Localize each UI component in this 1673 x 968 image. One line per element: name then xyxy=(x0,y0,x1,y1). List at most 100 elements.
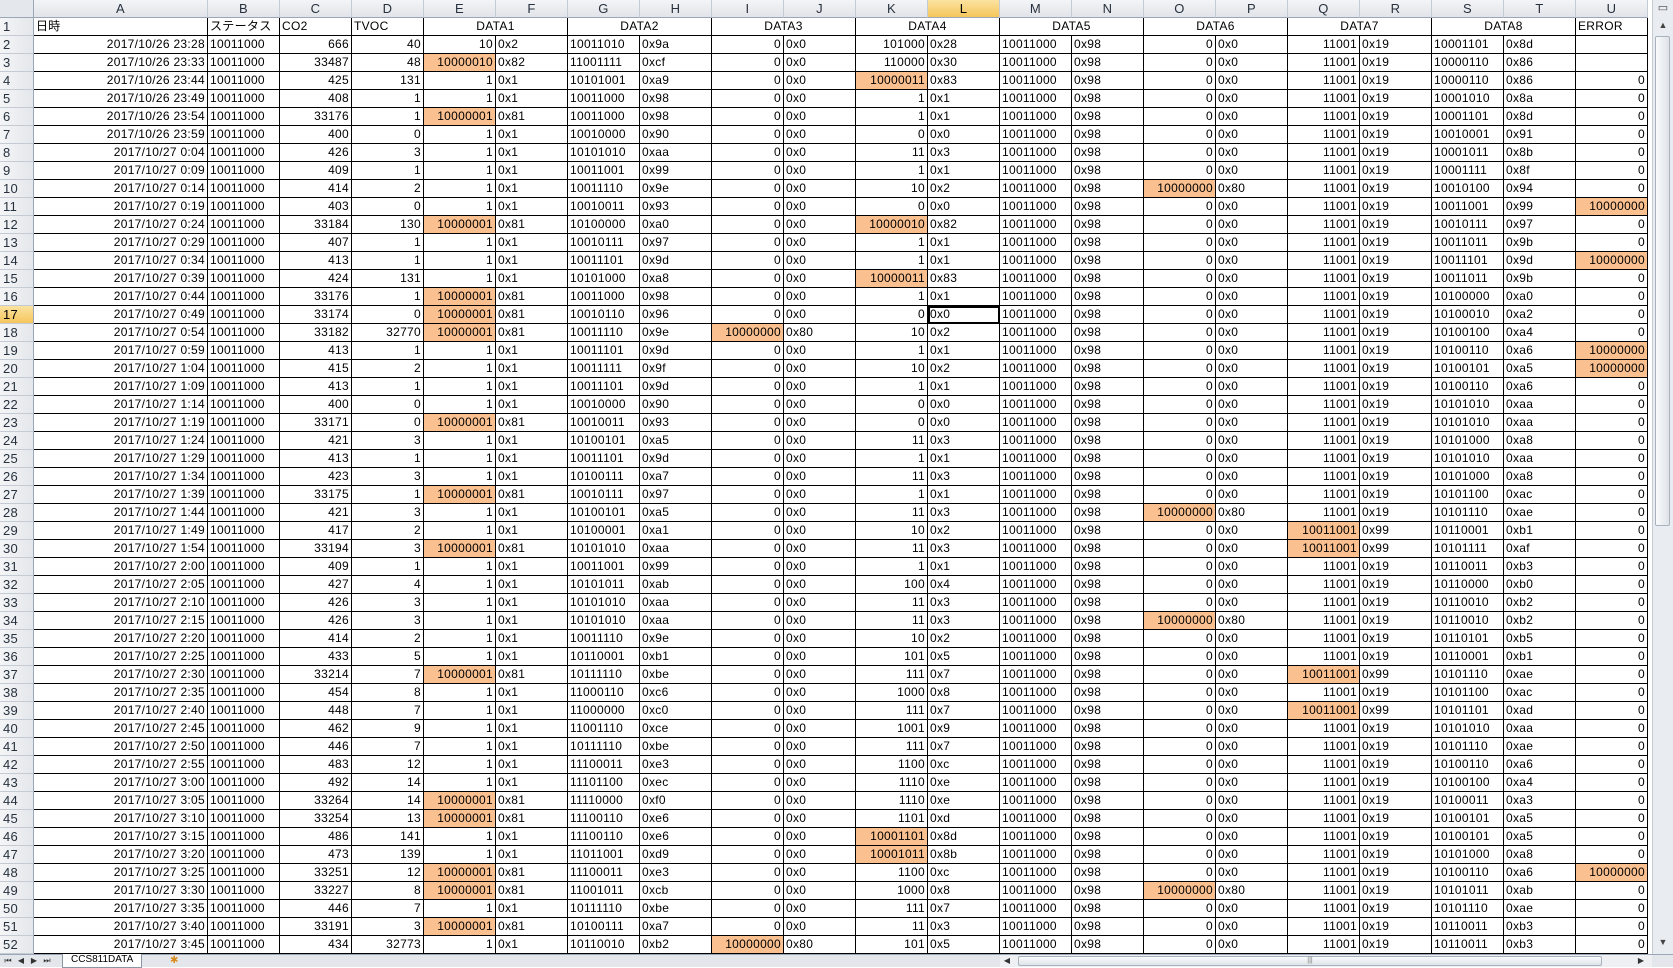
cell-i38[interactable]: 0 xyxy=(712,684,784,702)
row-header-7[interactable]: 7 xyxy=(0,126,34,144)
cell-j26[interactable]: 0x0 xyxy=(784,468,856,486)
cell-m17[interactable]: 10011000 xyxy=(1000,306,1072,324)
cell-e14[interactable]: 1 xyxy=(424,252,496,270)
cell-j38[interactable]: 0x0 xyxy=(784,684,856,702)
cell-i31[interactable]: 0 xyxy=(712,558,784,576)
cell-a46[interactable]: 2017/10/27 3:15 xyxy=(34,828,208,846)
cell-e47[interactable]: 1 xyxy=(424,846,496,864)
cell-m39[interactable]: 10011000 xyxy=(1000,702,1072,720)
cell-m30[interactable]: 10011000 xyxy=(1000,540,1072,558)
cell-p18[interactable]: 0x0 xyxy=(1216,324,1288,342)
cell-r14[interactable]: 0x19 xyxy=(1360,252,1432,270)
cell-k41[interactable]: 111 xyxy=(856,738,928,756)
cell-a32[interactable]: 2017/10/27 2:05 xyxy=(34,576,208,594)
cell-a30[interactable]: 2017/10/27 1:54 xyxy=(34,540,208,558)
cell-j16[interactable]: 0x0 xyxy=(784,288,856,306)
cell-e49[interactable]: 10000001 xyxy=(424,882,496,900)
cell-a5[interactable]: 2017/10/26 23:49 xyxy=(34,90,208,108)
cell-g10[interactable]: 10011110 xyxy=(568,180,640,198)
header-cell[interactable]: DATA8 xyxy=(1432,18,1576,36)
cell-r9[interactable]: 0x19 xyxy=(1360,162,1432,180)
cell-k6[interactable]: 1 xyxy=(856,108,928,126)
cell-k45[interactable]: 1101 xyxy=(856,810,928,828)
row-header-29[interactable]: 29 xyxy=(0,522,34,540)
cell-c41[interactable]: 446 xyxy=(280,738,352,756)
cell-a2[interactable]: 2017/10/26 23:28 xyxy=(34,36,208,54)
cell-t16[interactable]: 0xa0 xyxy=(1504,288,1576,306)
cell-r32[interactable]: 0x19 xyxy=(1360,576,1432,594)
row-header-46[interactable]: 46 xyxy=(0,828,34,846)
cell-l21[interactable]: 0x1 xyxy=(928,378,1000,396)
cell-k47[interactable]: 10001011 xyxy=(856,846,928,864)
cell-o32[interactable]: 0 xyxy=(1144,576,1216,594)
column-header-q[interactable]: Q xyxy=(1288,0,1360,18)
cell-d42[interactable]: 12 xyxy=(352,756,424,774)
column-header-t[interactable]: T xyxy=(1504,0,1576,18)
cell-s38[interactable]: 10101100 xyxy=(1432,684,1504,702)
cell-l41[interactable]: 0x7 xyxy=(928,738,1000,756)
cell-p30[interactable]: 0x0 xyxy=(1216,540,1288,558)
cell-o43[interactable]: 0 xyxy=(1144,774,1216,792)
cell-b12[interactable]: 10011000 xyxy=(208,216,280,234)
cell-h32[interactable]: 0xab xyxy=(640,576,712,594)
cell-k38[interactable]: 1000 xyxy=(856,684,928,702)
cell-i39[interactable]: 0 xyxy=(712,702,784,720)
cell-a41[interactable]: 2017/10/27 2:50 xyxy=(34,738,208,756)
cell-t28[interactable]: 0xae xyxy=(1504,504,1576,522)
cell-g40[interactable]: 11001110 xyxy=(568,720,640,738)
cell-h14[interactable]: 0x9d xyxy=(640,252,712,270)
cell-g35[interactable]: 10011110 xyxy=(568,630,640,648)
cell-f16[interactable]: 0x81 xyxy=(496,288,568,306)
cell-p42[interactable]: 0x0 xyxy=(1216,756,1288,774)
cell-s37[interactable]: 10101110 xyxy=(1432,666,1504,684)
cell-o50[interactable]: 0 xyxy=(1144,900,1216,918)
cell-j10[interactable]: 0x0 xyxy=(784,180,856,198)
cell-q35[interactable]: 11001 xyxy=(1288,630,1360,648)
cell-p29[interactable]: 0x0 xyxy=(1216,522,1288,540)
cell-k25[interactable]: 1 xyxy=(856,450,928,468)
cell-m2[interactable]: 10011000 xyxy=(1000,36,1072,54)
cell-s46[interactable]: 10100101 xyxy=(1432,828,1504,846)
cell-h16[interactable]: 0x98 xyxy=(640,288,712,306)
cell-a38[interactable]: 2017/10/27 2:35 xyxy=(34,684,208,702)
cell-n12[interactable]: 0x98 xyxy=(1072,216,1144,234)
cell-l31[interactable]: 0x1 xyxy=(928,558,1000,576)
cell-h6[interactable]: 0x98 xyxy=(640,108,712,126)
cell-q13[interactable]: 11001 xyxy=(1288,234,1360,252)
cell-m11[interactable]: 10011000 xyxy=(1000,198,1072,216)
cell-q37[interactable]: 10011001 xyxy=(1288,666,1360,684)
cell-j27[interactable]: 0x0 xyxy=(784,486,856,504)
cell-u25[interactable]: 0 xyxy=(1576,450,1648,468)
cell-n34[interactable]: 0x98 xyxy=(1072,612,1144,630)
row-header-28[interactable]: 28 xyxy=(0,504,34,522)
cell-p51[interactable]: 0x0 xyxy=(1216,918,1288,936)
cell-m27[interactable]: 10011000 xyxy=(1000,486,1072,504)
cell-i6[interactable]: 0 xyxy=(712,108,784,126)
cell-s28[interactable]: 10101110 xyxy=(1432,504,1504,522)
cell-q17[interactable]: 11001 xyxy=(1288,306,1360,324)
cell-n4[interactable]: 0x98 xyxy=(1072,72,1144,90)
cell-g9[interactable]: 10011001 xyxy=(568,162,640,180)
cell-h24[interactable]: 0xa5 xyxy=(640,432,712,450)
column-header-i[interactable]: I xyxy=(712,0,784,18)
cell-g32[interactable]: 10101011 xyxy=(568,576,640,594)
cell-a31[interactable]: 2017/10/27 2:00 xyxy=(34,558,208,576)
row-header-35[interactable]: 35 xyxy=(0,630,34,648)
cell-h46[interactable]: 0xe6 xyxy=(640,828,712,846)
cell-b51[interactable]: 10011000 xyxy=(208,918,280,936)
cell-a51[interactable]: 2017/10/27 3:40 xyxy=(34,918,208,936)
cell-b30[interactable]: 10011000 xyxy=(208,540,280,558)
cell-p48[interactable]: 0x0 xyxy=(1216,864,1288,882)
cell-m15[interactable]: 10011000 xyxy=(1000,270,1072,288)
cell-f11[interactable]: 0x1 xyxy=(496,198,568,216)
cell-d48[interactable]: 12 xyxy=(352,864,424,882)
cell-u17[interactable]: 0 xyxy=(1576,306,1648,324)
cell-t22[interactable]: 0xaa xyxy=(1504,396,1576,414)
cell-j15[interactable]: 0x0 xyxy=(784,270,856,288)
cell-e26[interactable]: 1 xyxy=(424,468,496,486)
vertical-scrollbar[interactable]: ▭ ▲ ▼ xyxy=(1652,0,1673,954)
cell-d22[interactable]: 0 xyxy=(352,396,424,414)
column-header-m[interactable]: M xyxy=(1000,0,1072,18)
row-header-15[interactable]: 15 xyxy=(0,270,34,288)
cell-u14[interactable]: 10000000 xyxy=(1576,252,1648,270)
